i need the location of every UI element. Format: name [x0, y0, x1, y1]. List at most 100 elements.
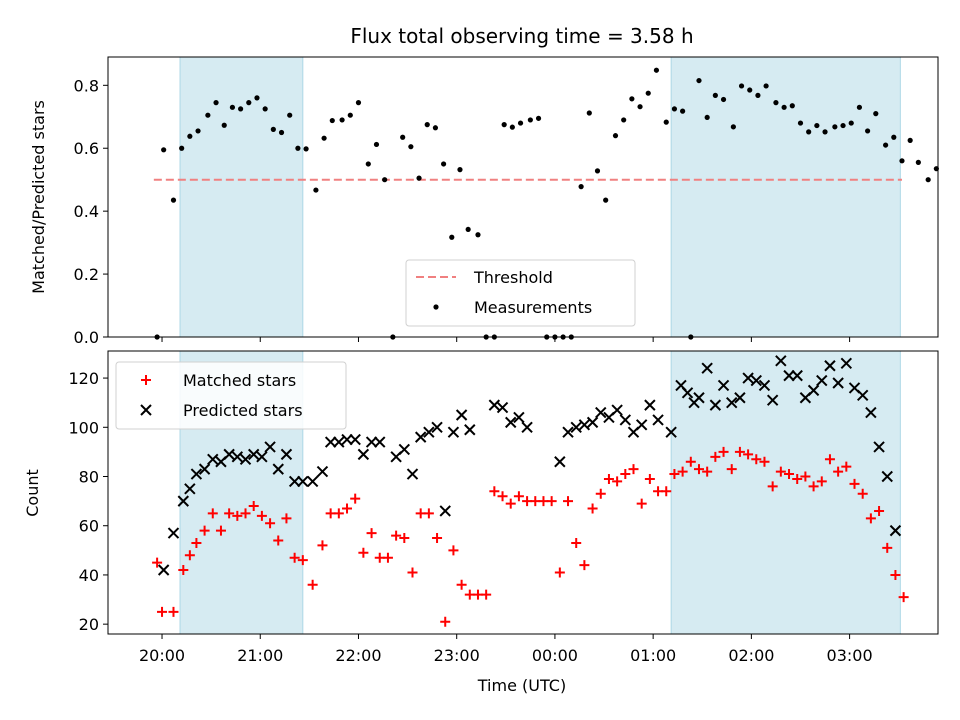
predicted-point: [865, 406, 877, 419]
measurement-point: [246, 100, 252, 106]
predicted-point: [521, 421, 533, 433]
measurement-point: [527, 117, 533, 123]
matched-point: [281, 513, 292, 524]
y-tick-label: 0.8: [74, 76, 99, 95]
matched-point: [775, 466, 786, 477]
matched-point: [816, 476, 827, 487]
matched-point: [767, 481, 778, 492]
measurement-point: [891, 134, 897, 140]
legend-measurements-label: Measurements: [474, 298, 592, 317]
matched-point: [448, 545, 459, 556]
y-tick-label: 80: [79, 468, 99, 487]
highlight-span-2: [670, 350, 901, 635]
measurement-point: [161, 147, 167, 153]
measurement-point: [629, 96, 635, 102]
measurement-point: [205, 112, 211, 118]
measurement-point: [856, 104, 863, 110]
matched-point: [265, 518, 276, 529]
top-legend: Threshold Measurements: [405, 259, 636, 327]
y-tick-label: 100: [68, 418, 99, 437]
bottom-y-axis-label: Count: [23, 469, 42, 517]
top-panel: 0.00.20.40.60.8 Matched/Predicted stars …: [29, 56, 939, 347]
legend-threshold-label: Threshold: [473, 268, 553, 287]
legend-predicted-label: Predicted stars: [183, 401, 303, 420]
predicted-point: [365, 436, 378, 448]
measurement-point: [883, 142, 889, 148]
matched-point: [307, 579, 318, 590]
predicted-point: [717, 379, 730, 392]
predicted-point: [816, 374, 828, 387]
matched-point: [685, 456, 696, 467]
matched-point: [784, 469, 795, 480]
matched-point: [407, 567, 418, 578]
measurement-point: [653, 67, 660, 73]
matched-point: [273, 535, 284, 546]
measurement-point: [680, 108, 686, 114]
predicted-point: [316, 465, 329, 478]
measurement-point: [416, 175, 422, 181]
measurement-point: [865, 128, 871, 134]
legend-matched-label: Matched stars: [183, 371, 296, 390]
matched-point: [824, 454, 835, 465]
top-y-axis-label: Matched/Predicted stars: [29, 100, 48, 294]
top-axes-frame: [107, 56, 939, 338]
y-tick-label: 120: [68, 369, 99, 388]
measurement-point: [517, 120, 524, 126]
measurement-point: [612, 133, 619, 139]
matched-point: [456, 579, 467, 590]
measurement-point: [355, 100, 362, 106]
x-axis-label: Time (UTC): [477, 676, 566, 695]
measurement-point: [578, 184, 584, 190]
predicted-point: [570, 421, 582, 433]
matched-point: [669, 469, 680, 480]
matched-point: [232, 510, 243, 521]
matched-point: [874, 505, 885, 516]
matched-point: [440, 616, 451, 627]
matched-point: [595, 488, 606, 499]
predicted-point: [357, 448, 370, 461]
measurement-point: [457, 167, 463, 173]
matched-point: [718, 446, 729, 457]
predicted-point: [681, 387, 694, 399]
matched-point: [849, 478, 860, 489]
y-tick-label: 0.0: [74, 328, 99, 347]
matched-point: [489, 486, 500, 497]
matched-point: [248, 501, 259, 512]
matched-point: [882, 542, 893, 553]
predicted-point: [247, 448, 260, 461]
predicted-point: [223, 448, 235, 461]
measurement-point: [663, 119, 669, 125]
predicted-point: [280, 448, 293, 461]
predicted-point: [488, 399, 501, 411]
predicted-point: [554, 456, 566, 468]
matched-point: [693, 464, 704, 475]
predicted-point: [272, 463, 284, 475]
matched-point: [612, 476, 623, 487]
legend-measurements-swatch: [433, 304, 439, 310]
matched-point: [726, 464, 737, 475]
measurement-point: [814, 122, 820, 129]
measurement-point: [603, 197, 609, 203]
predicted-point: [742, 372, 754, 384]
bottom-y-ticks: 20 40 60 80 100 120: [68, 369, 108, 634]
measurement-point: [408, 144, 414, 150]
matched-point: [423, 508, 434, 519]
matched-point: [751, 454, 762, 465]
predicted-point: [398, 443, 411, 456]
measurement-point: [213, 100, 219, 106]
matched-point: [800, 471, 811, 482]
matched-point: [224, 508, 235, 519]
predicted-point: [256, 451, 268, 463]
matched-point: [178, 565, 189, 576]
predicted-point: [595, 406, 607, 419]
predicted-point: [297, 475, 309, 488]
predicted-point: [652, 414, 664, 426]
matched-point: [644, 473, 655, 484]
predicted-point: [333, 436, 345, 448]
measurement-point: [535, 115, 542, 121]
measurement-point: [848, 120, 854, 126]
matched-point: [865, 513, 876, 524]
x-tick-label: 21:00: [237, 646, 283, 665]
matched-point: [620, 469, 631, 480]
